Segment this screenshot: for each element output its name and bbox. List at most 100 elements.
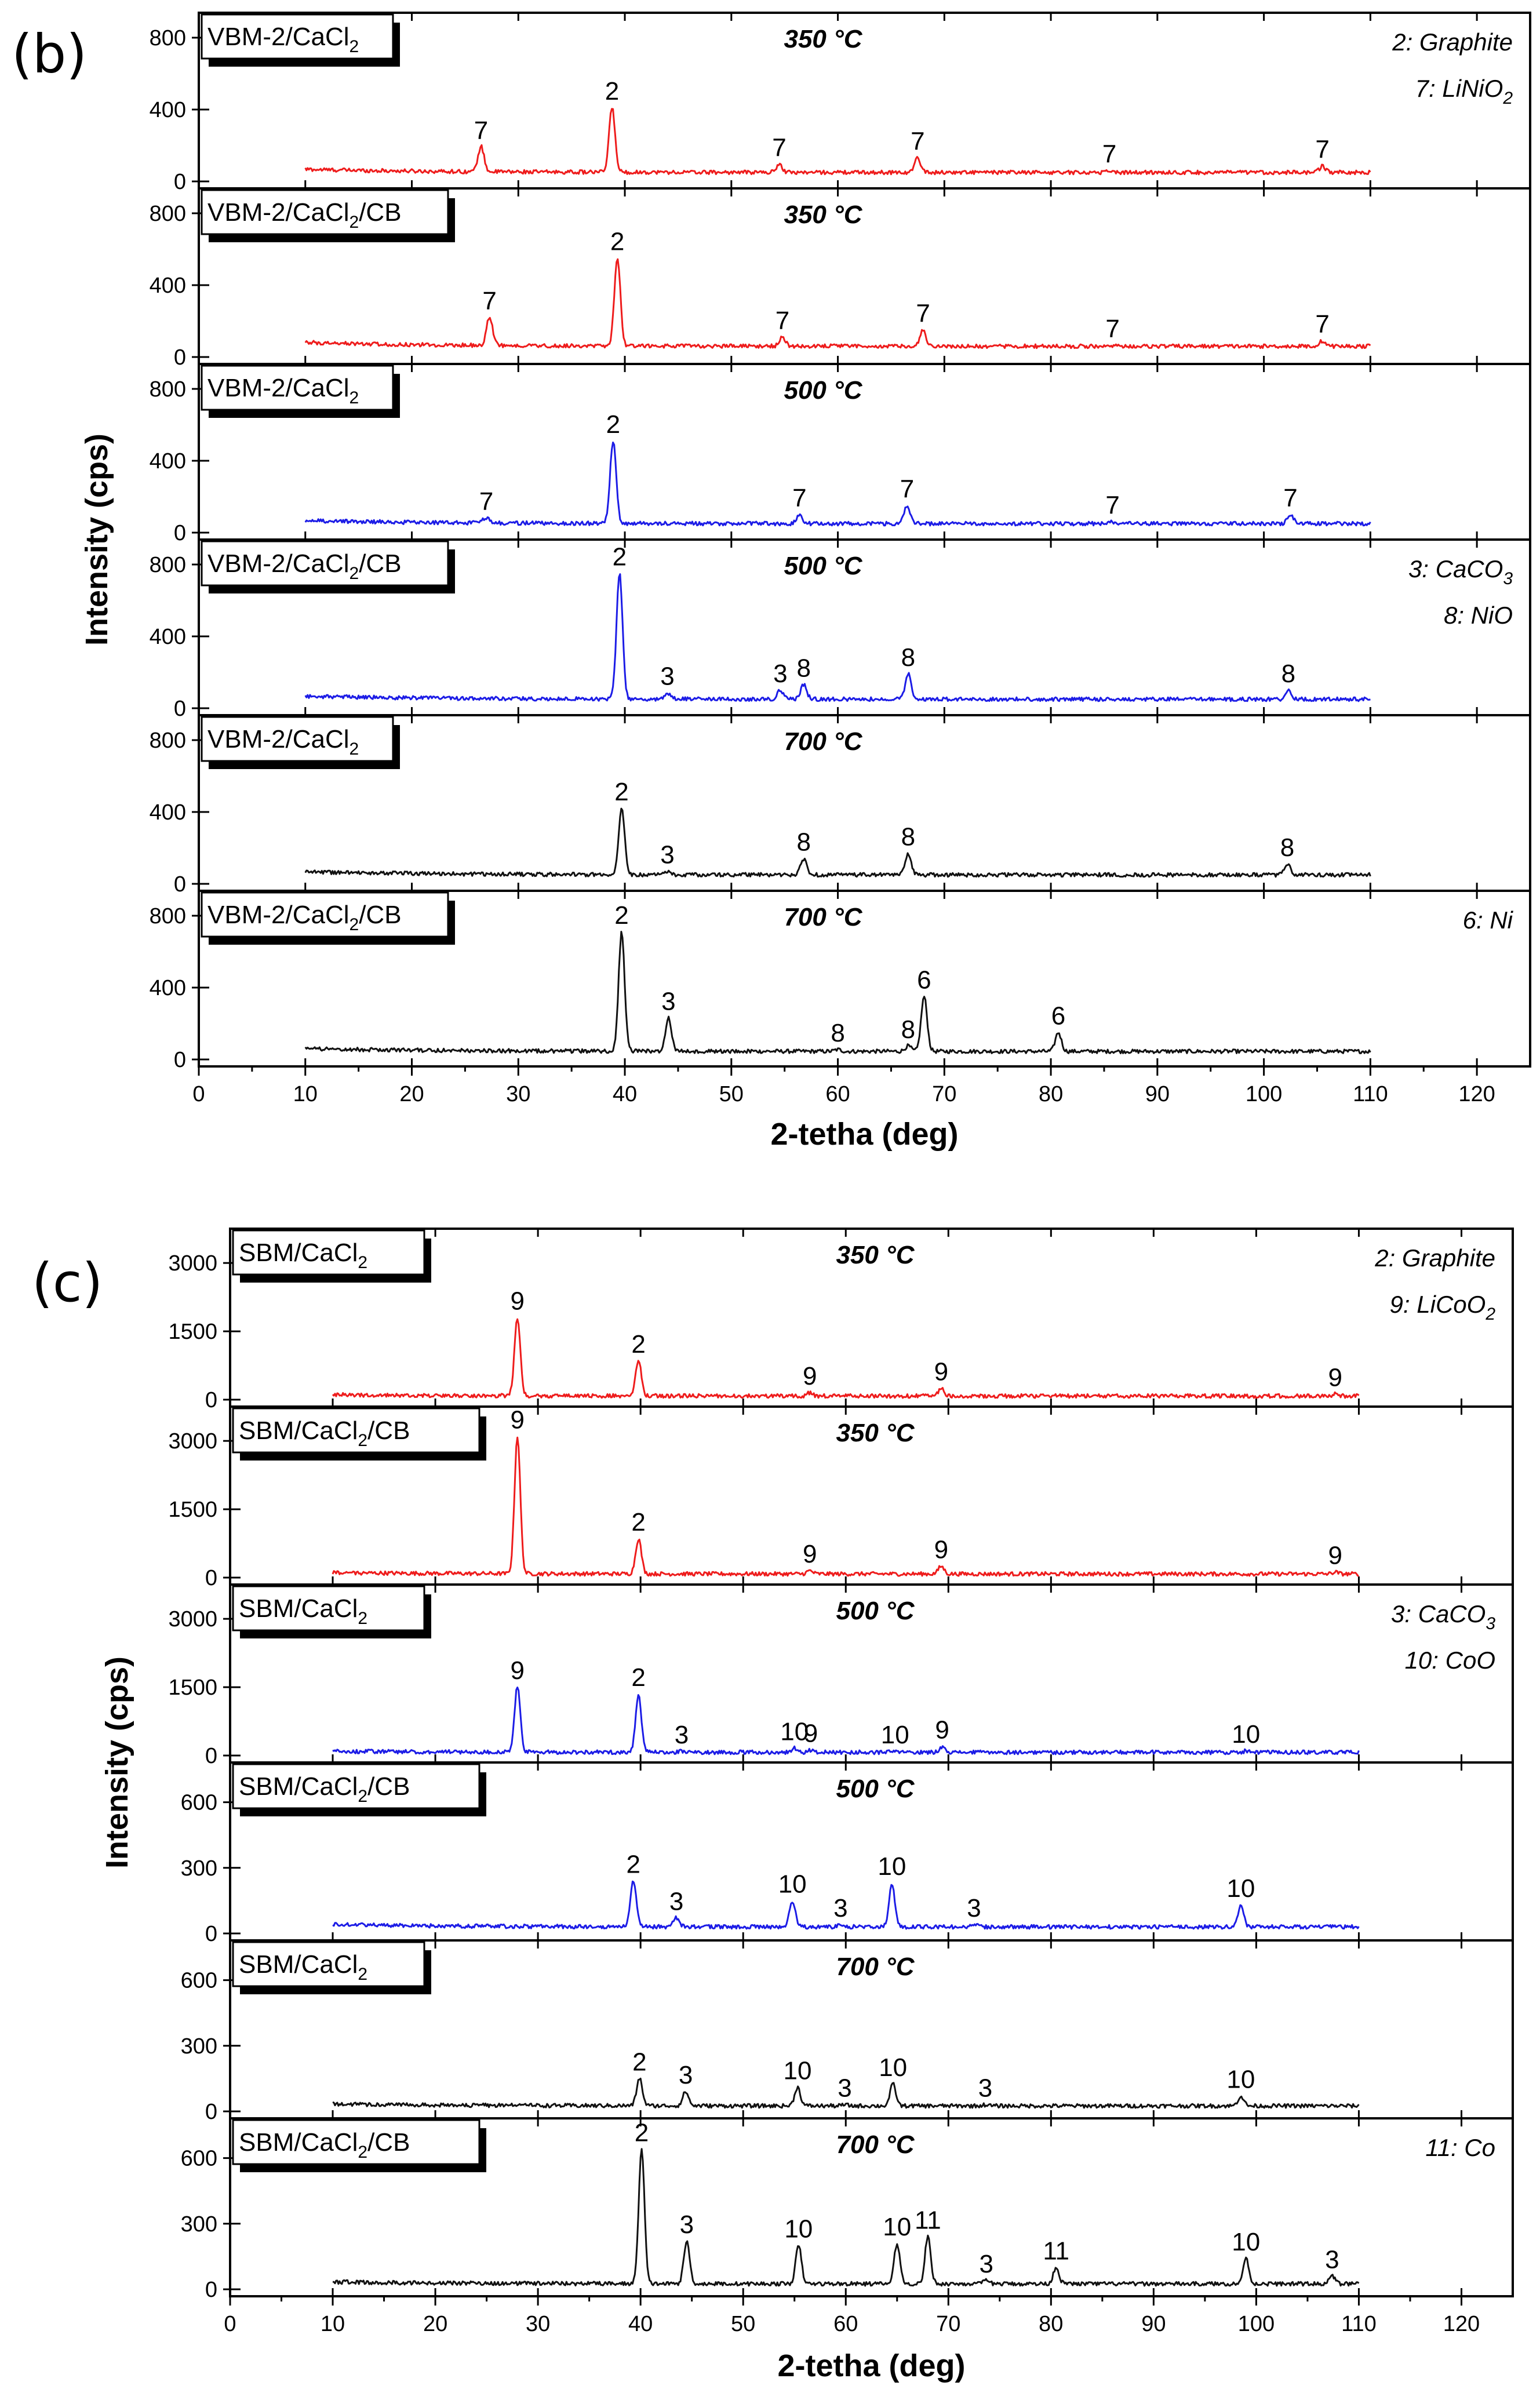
peak-label: 2 [635,2119,649,2147]
sample-label-tail: /CB [367,2128,410,2157]
x-tick-label: 90 [1141,2312,1166,2336]
peak-label: 9 [510,1287,524,1316]
peak-label: 8 [831,1019,844,1047]
phase-legend-number: 11 [1425,2134,1451,2161]
peak-label: 3 [661,988,675,1016]
y-tick-label: 0 [205,1744,217,1768]
peak-label: 2 [632,2048,646,2076]
phase-legend-text: NiO [1471,602,1513,629]
peak-label: 2 [631,1330,645,1359]
peak-label: 8 [901,1015,915,1044]
y-tick-label: 400 [150,274,186,298]
peak-label: 2 [627,1850,640,1878]
sample-label-box [201,365,394,411]
y-tick-label: 1500 [168,1320,217,1344]
peak-label: 3 [680,2210,694,2239]
y-tick-label: 3000 [168,1251,217,1276]
temperature-label: 350 °C [836,1419,915,1447]
x-tick-label: 80 [1039,1082,1063,1106]
sample-label-base: SBM/CaCl [239,1416,358,1445]
peak-label: 2 [605,77,619,105]
x-tick-label: 50 [731,2312,755,2336]
y-tick-label: 3000 [168,1607,217,1631]
x-tick-label: 120 [1443,2312,1480,2336]
x-tick-label: 60 [825,1082,850,1106]
peak-label: 9 [935,1716,949,1744]
y-axis-title: Intensity (cps) [100,1656,134,1869]
phase-legend-entry: 11: Co [1425,2134,1495,2161]
sample-label-box [232,1585,425,1631]
peak-label: 3 [838,2074,851,2103]
peak-label: 3 [980,2250,993,2278]
peak-label: 10 [784,2215,813,2244]
xrd-series-line [332,1318,1360,1399]
peak-label: 8 [1281,660,1295,688]
sample-label-base: VBM-2/CaCl [207,374,349,402]
phase-legend-colon: : [1404,1600,1418,1627]
xrd-series-line [304,931,1371,1054]
phase-legend-subscript: 3 [1503,569,1513,588]
x-tick-label: 30 [506,1082,530,1106]
peak-label: 7 [776,307,789,335]
xrd-series-line [304,807,1371,878]
sample-label-tail: /CB [359,901,401,929]
phase-legend-colon: : [1451,2134,1464,2161]
xrd-series-line [304,258,1371,349]
peak-label: 10 [881,1721,909,1749]
sample-label-subscript: 2 [349,740,359,759]
y-tick-label: 600 [181,2147,217,2171]
peak-label: 2 [614,778,628,806]
sample-label-subscript: 2 [349,564,359,583]
peak-label: 3 [675,1721,689,1749]
xrd-series-line [332,2148,1360,2287]
y-axis-title: Intensity (cps) [79,434,114,646]
sample-label-subscript: 2 [358,2143,367,2162]
phase-legend-text: CaCO [1436,555,1503,582]
y-tick-label: 400 [150,98,186,122]
peak-label: 3 [669,1888,683,1916]
phase-legend-number: 3 [1391,1600,1404,1627]
y-tick-label: 400 [150,976,186,1000]
sample-label-subscript: 2 [358,1253,367,1272]
phase-legend-number: 2 [1374,1244,1388,1272]
temperature-label: 500 °C [784,552,862,580]
peak-label: 9 [510,1656,524,1685]
phase-legend-entry: 2: Graphite [1392,28,1513,56]
temperature-label: 700 °C [836,1953,915,1981]
x-axis-title: 2-tetha (deg) [771,1117,959,1152]
temperature-label: 700 °C [784,903,862,931]
sample-label-subscript: 2 [358,1965,367,1984]
peak-label: 8 [1280,833,1294,862]
phase-legend-text: Graphite [1419,28,1513,56]
sample-label: VBM-2/CaCl2/CB [207,198,402,232]
x-tick-label: 50 [719,1082,744,1106]
y-tick-label: 800 [150,202,186,226]
peak-label: 7 [772,134,786,162]
phase-legend-number: 10 [1405,1647,1432,1674]
xrd-series-line [332,1880,1360,1930]
sample-label-base: SBM/CaCl [239,1594,358,1623]
temperature-label: 350 °C [784,25,862,53]
x-tick-label: 0 [192,1082,205,1106]
xrd-series-line [304,441,1371,527]
x-tick-label: 80 [1039,2312,1063,2336]
phase-legend-entry: 9: LiCoO2 [1390,1291,1496,1324]
peak-label: 8 [901,643,915,672]
sample-label-subscript: 2 [358,1609,367,1628]
phase-legend-subscript: 3 [1486,1614,1495,1633]
y-tick-label: 1500 [168,1498,217,1522]
y-tick-label: 800 [150,377,186,402]
sample-label-subscript: 2 [349,915,359,934]
phase-legend-colon: : [1422,555,1435,582]
sample-label-tail: /CB [367,1416,410,1445]
sample-label-base: SBM/CaCl [239,2128,358,2157]
sample-label-box [201,13,394,60]
